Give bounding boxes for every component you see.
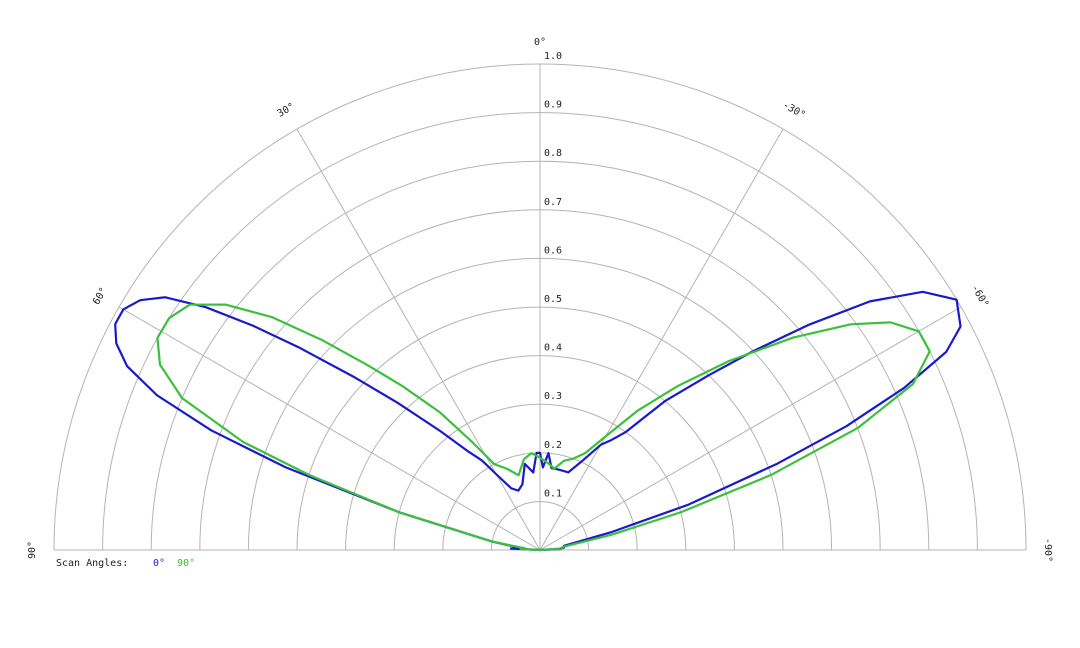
r-tick-label: 1.0 <box>544 51 562 62</box>
grid-spoke <box>539 306 962 551</box>
angle-label: 90° <box>27 541 38 559</box>
angle-label: -60° <box>969 283 991 309</box>
angle-label: 0° <box>534 37 546 48</box>
r-tick-label: 0.8 <box>544 148 562 159</box>
angle-label: -30° <box>781 100 807 122</box>
legend-entry: 0° <box>153 558 165 569</box>
r-tick-label: 0.4 <box>544 343 562 354</box>
r-tick-label: 0.7 <box>544 197 562 208</box>
angle-label: -90° <box>1042 538 1053 562</box>
r-tick-label: 0.2 <box>544 440 562 451</box>
series-line <box>114 290 962 552</box>
grid-spoke <box>539 128 784 551</box>
r-tick-label: 0.6 <box>544 245 562 256</box>
grid-spoke <box>296 128 541 551</box>
angle-label: 60° <box>91 286 110 307</box>
legend-entry: 90° <box>177 558 195 569</box>
r-tick-label: 0.5 <box>544 294 562 305</box>
legend-title: Scan Angles: <box>56 558 128 569</box>
r-tick-label: 0.9 <box>544 100 562 111</box>
series-line <box>156 303 931 552</box>
grid-spoke <box>118 306 541 551</box>
r-tick-label: 0.1 <box>544 488 562 499</box>
r-tick-label: 0.3 <box>544 391 562 402</box>
angle-label: 30° <box>276 101 297 120</box>
